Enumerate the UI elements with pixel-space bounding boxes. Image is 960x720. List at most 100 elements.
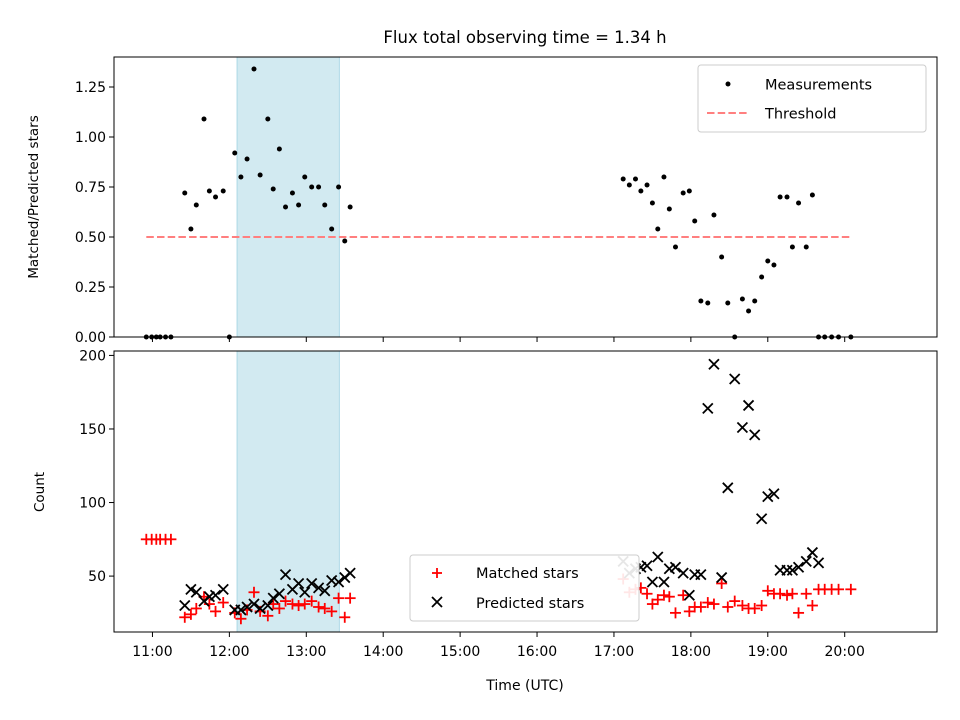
x-tick-label: 12:00 [209, 644, 249, 660]
legend-box-bottom [409, 554, 640, 622]
y-tick-label: 0.50 [75, 230, 106, 246]
predicted-star-point [736, 421, 749, 434]
measurement-point [276, 146, 282, 152]
matched-star-point [722, 601, 734, 613]
y-tick-label: 1.25 [75, 80, 106, 96]
predicted-star-point [299, 586, 311, 598]
predicted-star-point [292, 577, 305, 590]
matched-star-point [333, 592, 345, 604]
predicted-star-point [768, 488, 780, 500]
measurement-point [746, 308, 752, 314]
measurement-point [626, 182, 632, 188]
x-tick-label: 17:00 [594, 644, 634, 660]
legend-label-threshold: Threshold [764, 107, 836, 123]
matched-star-point [165, 533, 177, 545]
matched-star-point [248, 586, 260, 598]
y-axis-ticks-top: 0.00 0.25 0.50 0.75 1.00 1.25 [75, 80, 114, 346]
matched-star-point [756, 600, 768, 612]
legend-label-predicted: Predicted stars [476, 596, 584, 612]
predicted-star-point [792, 561, 805, 573]
predicted-star-point [306, 577, 318, 590]
matched-star-point [774, 588, 786, 600]
matched-stars-series [140, 533, 857, 625]
measurement-point [283, 204, 289, 210]
measurement-point [777, 194, 783, 200]
predicted-star-point [806, 546, 819, 559]
measurement-point [789, 244, 795, 250]
matched-star-point [339, 611, 351, 623]
y-tick-label: 0.75 [75, 180, 106, 196]
measurement-point [347, 204, 353, 210]
matched-star-point [299, 598, 311, 610]
measurement-point [686, 188, 692, 194]
matched-star-point [729, 595, 741, 607]
y-tick-label: 150 [79, 422, 106, 438]
y-tick-label: 50 [88, 569, 106, 585]
matched-star-point [306, 595, 318, 607]
measurement-point [265, 116, 271, 122]
predicted-star-point [695, 568, 707, 581]
panel-top: 0.00 0.25 0.50 0.75 1.00 1.25 Flux total obse… [26, 28, 938, 346]
x-axis-ticks-bottom: 11:00 12:00 13:00 14:00 15:00 16:00 17:00 18:00… [132, 632, 865, 660]
measurement-point [188, 226, 194, 232]
legend-top: Measurements Threshold [697, 64, 927, 133]
measurement-point [213, 194, 219, 200]
observing-span-top [236, 56, 340, 338]
predicted-stars-series [179, 358, 825, 616]
measurement-point [655, 226, 661, 232]
predicted-star-point [235, 604, 247, 616]
measurement-point [739, 296, 745, 302]
measurement-point [666, 206, 672, 212]
matched-star-point [273, 602, 285, 614]
measurement-point [644, 182, 650, 188]
matched-star-point [695, 601, 707, 613]
y-tick-label: 0.00 [75, 330, 106, 346]
predicted-star-point [762, 491, 774, 503]
measurement-point [316, 184, 322, 190]
measurement-point [705, 300, 711, 306]
matched-star-point [217, 597, 229, 609]
matched-star-point [286, 598, 298, 610]
legend-bottom: Matched stars Predicted stars [409, 554, 640, 622]
predicted-star-point [646, 576, 659, 588]
matched-star-point [210, 605, 222, 617]
measurement-point [336, 184, 342, 190]
y-tick-label: 100 [79, 496, 106, 512]
predicted-star-point [248, 598, 260, 610]
x-tick-label: 18:00 [671, 644, 711, 660]
x-tick-label: 19:00 [748, 644, 788, 660]
matched-star-point [806, 600, 818, 612]
measurement-point [220, 188, 226, 194]
measurement-point [257, 172, 263, 178]
matched-star-point [313, 601, 325, 613]
x-tick-label: 13:00 [286, 644, 326, 660]
predicted-star-point [267, 592, 279, 604]
predicted-star-point [781, 564, 793, 576]
plot-frame-bottom [113, 350, 938, 633]
measurement-point [309, 184, 315, 190]
matched-star-point [800, 588, 812, 600]
measurement-point [342, 238, 348, 244]
legend-marker-predicted [431, 596, 443, 608]
matched-star-point [319, 602, 331, 614]
matched-star-point [641, 588, 653, 600]
y-tick-label: 1.00 [75, 130, 106, 146]
predicted-star-point [786, 564, 799, 576]
matched-star-point [845, 583, 857, 595]
x-tick-label: 15:00 [440, 644, 480, 660]
predicted-star-point [652, 551, 664, 563]
predicted-star-point [800, 555, 812, 568]
matched-star-point [786, 588, 798, 600]
measurement-point [270, 186, 276, 192]
predicted-star-point [749, 429, 761, 441]
measurement-point [632, 176, 638, 182]
measurement-point [201, 116, 207, 122]
measurement-point [672, 244, 678, 250]
measurement-point [680, 190, 686, 196]
measurement-point [289, 190, 295, 196]
measurement-point [232, 150, 238, 156]
matched-star-point [716, 577, 728, 589]
y-axis-label-top: Matched/Predicted stars [26, 115, 42, 278]
predicted-star-point [241, 601, 253, 613]
